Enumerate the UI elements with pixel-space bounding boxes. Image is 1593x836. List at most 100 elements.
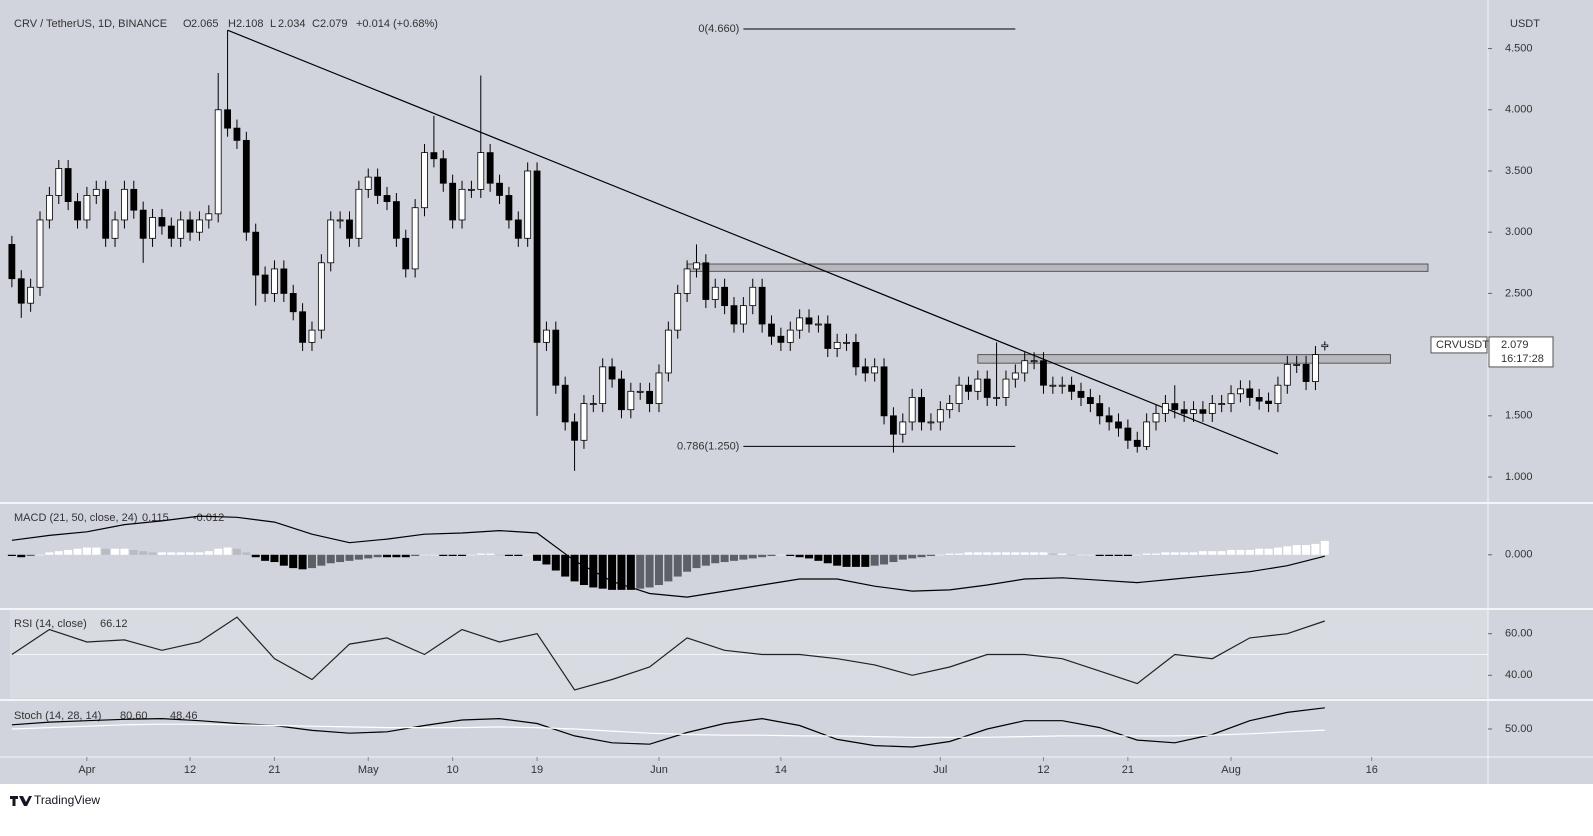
y-tick-label: 3.000 <box>1505 226 1533 238</box>
histogram-bar <box>598 554 607 589</box>
candle-body <box>327 219 335 264</box>
candle-body <box>1161 403 1169 414</box>
candle-body <box>965 384 972 392</box>
candle-body <box>177 219 185 239</box>
candle-body <box>214 109 222 215</box>
histogram-bar <box>711 554 720 564</box>
histogram-bar <box>214 548 223 555</box>
candle-body <box>252 231 260 276</box>
candle-body <box>1246 388 1254 398</box>
histogram-bar <box>673 554 682 577</box>
histogram-bar <box>139 551 148 555</box>
histogram-bar <box>1076 554 1085 556</box>
candle-body <box>17 278 25 304</box>
candle-body <box>1030 360 1038 363</box>
histogram-bar <box>73 548 82 555</box>
candle-body <box>711 286 719 300</box>
histogram-bar <box>289 554 298 569</box>
histogram-bar <box>439 554 448 556</box>
histogram-bar <box>261 554 270 561</box>
histogram-bar <box>1198 551 1207 555</box>
histogram-bar <box>533 554 542 561</box>
histogram-bar <box>1255 548 1264 555</box>
ohlc-value: 2.108 <box>236 18 264 30</box>
histogram-bar <box>242 552 251 555</box>
candle-body <box>346 219 353 239</box>
candle-body <box>374 176 382 196</box>
candle-body <box>843 341 850 344</box>
histogram-bar <box>1217 551 1226 555</box>
histogram-bar <box>561 554 570 577</box>
histogram-bar <box>345 554 354 561</box>
histogram-bar <box>36 554 45 556</box>
candle-body <box>993 397 1000 399</box>
candle-body <box>1312 354 1319 382</box>
histogram-bar <box>776 554 785 556</box>
candle-body <box>1077 390 1085 398</box>
y-tick-label: 0.000 <box>1505 549 1533 561</box>
indicator-title: MACD (21, 50, close, 24) <box>14 512 138 524</box>
histogram-bar <box>1180 552 1189 555</box>
histogram-bar <box>1001 552 1010 555</box>
candle-body <box>1021 360 1029 374</box>
histogram-bar <box>964 552 973 555</box>
candle-body <box>580 403 588 441</box>
histogram-bar <box>570 554 579 582</box>
candle-body <box>533 170 541 343</box>
histogram-bar <box>1245 549 1254 555</box>
candle-body <box>890 415 897 435</box>
symbol-label-box <box>1430 336 1488 354</box>
candle-body <box>430 152 438 160</box>
candle-body <box>636 390 644 393</box>
x-tick-label: Apr <box>78 764 95 776</box>
candle-body <box>1049 384 1057 387</box>
y-tick-label: 4.000 <box>1505 104 1533 116</box>
histogram-bar <box>120 548 129 555</box>
candle-body <box>411 207 419 270</box>
x-tick-label: 21 <box>268 764 280 776</box>
fib-label: 0(4.660) <box>698 23 739 35</box>
candle-body <box>55 168 63 196</box>
y-tick-label: 1.500 <box>1505 410 1533 422</box>
indicator-value: 66.12 <box>100 618 128 630</box>
histogram-bar <box>129 549 138 555</box>
brand-name: TradingView <box>34 793 100 807</box>
candle-body <box>786 329 794 343</box>
candle-body <box>861 366 869 374</box>
candle-body <box>571 421 578 441</box>
price-label-box <box>1488 336 1554 368</box>
histogram-bar <box>270 554 279 563</box>
histogram-bar <box>92 547 101 555</box>
candle-body <box>383 195 391 202</box>
candle-body <box>721 286 729 307</box>
candle-body <box>1011 372 1019 380</box>
histogram-bar <box>1058 553 1067 555</box>
histogram-bar <box>636 554 645 589</box>
candle-body <box>130 188 138 211</box>
histogram-bar <box>720 554 729 563</box>
candle-body <box>608 366 616 380</box>
fib-label: 0.786(1.250) <box>677 440 739 452</box>
indicator-title: Stoch (14, 28, 14) <box>14 710 101 722</box>
candle-body <box>271 268 278 294</box>
candle-body <box>1293 364 1301 366</box>
candle-body <box>1274 384 1282 404</box>
macd-line <box>11 515 1325 598</box>
candle-body <box>1302 364 1310 382</box>
candle-body <box>1152 412 1160 423</box>
candle-body <box>739 305 747 325</box>
candle-body <box>1255 397 1263 402</box>
candle-body <box>777 335 785 343</box>
histogram-bar <box>429 554 438 556</box>
candle-body <box>1180 409 1188 414</box>
ohlc-value: 2.079 <box>320 18 348 30</box>
histogram-bar <box>1105 554 1114 556</box>
histogram-bar <box>579 554 588 586</box>
candle-body <box>561 384 569 423</box>
candle-body <box>664 329 672 374</box>
histogram-bar <box>654 554 663 586</box>
histogram-bar <box>317 554 326 566</box>
histogram-bar <box>1114 554 1123 556</box>
histogram-bar <box>1189 552 1198 555</box>
